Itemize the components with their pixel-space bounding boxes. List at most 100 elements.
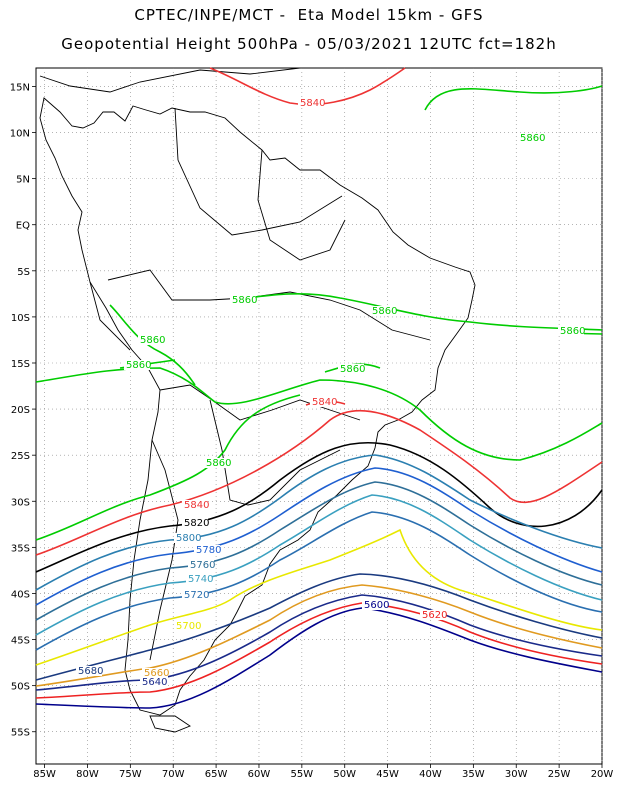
contour-5720	[35, 511, 603, 651]
contour-5840	[209, 67, 406, 106]
map-frame	[35, 67, 603, 765]
axis-ticks: 85W 80W 75W 70W 65W 60W 55W 50W 45W 40W 35W 30W 25W 2…	[10, 82, 614, 780]
contour-label-bg	[310, 397, 336, 407]
contour-label-bg	[298, 98, 324, 108]
contour-label-5860: 5860	[372, 306, 397, 317]
contour-label-bg	[142, 668, 168, 678]
contour-label-bg	[186, 574, 212, 584]
lon-tick-label: 30W	[505, 769, 528, 780]
lat-tick-label: 30S	[11, 497, 30, 508]
country-border	[89, 281, 131, 351]
lon-tick-label: 70W	[162, 769, 185, 780]
contour-5680	[35, 573, 603, 681]
lon-tick-label: 45W	[376, 769, 399, 780]
contour-label-5840: 5840	[300, 98, 325, 109]
contour-lines	[35, 67, 603, 709]
contour-label-5800: 5800	[176, 533, 201, 544]
country-border	[257, 149, 346, 261]
contour-label-bg	[140, 677, 166, 687]
contour-labels: 5860 5860 5860 5860 5860 5860 5860 5860 5840 5840…	[76, 98, 585, 688]
contour-5760	[35, 481, 603, 621]
contour-label-5680: 5680	[78, 666, 103, 677]
contour-label-5700: 5700	[176, 621, 201, 632]
contour-label-5860: 5860	[126, 360, 151, 371]
contour-label-bg	[174, 533, 200, 543]
contour-label-5860: 5860	[560, 326, 585, 337]
contour-label-5600: 5600	[364, 600, 389, 611]
contour-label-bg	[182, 590, 208, 600]
contour-5860	[109, 304, 196, 386]
map-title-line-2: Geopotential Height 500hPa - 05/03/2021 …	[61, 35, 557, 53]
contour-label-5840: 5840	[184, 500, 209, 511]
contour-label-bg	[138, 335, 164, 345]
lat-tick-label: 35S	[11, 543, 30, 554]
contour-label-5860: 5860	[206, 458, 231, 469]
lon-tick-label: 60W	[248, 769, 271, 780]
tierra-del-fuego	[149, 715, 191, 733]
contour-label-bg	[182, 518, 208, 528]
contour-label-5760: 5760	[190, 560, 215, 571]
country-border	[159, 384, 361, 421]
contour-label-5860: 5860	[140, 335, 165, 346]
contour-5860	[231, 293, 603, 331]
contour-label-5740: 5740	[188, 574, 213, 585]
contour-label-5720: 5720	[184, 590, 209, 601]
lon-tick-label: 65W	[205, 769, 228, 780]
contour-label-5840: 5840	[312, 397, 337, 408]
lat-tick-label: 50S	[11, 682, 30, 693]
contour-5700	[35, 528, 603, 666]
map-title-line-1: CPTEC/INPE/MCT - Eta Model 15km - GFS	[134, 6, 484, 24]
country-border	[209, 399, 341, 506]
caribbean-coast	[39, 67, 301, 93]
lat-tick-label: EQ	[16, 221, 30, 232]
lat-tick-label: 20S	[11, 405, 30, 416]
contour-label-bg	[370, 306, 396, 316]
lon-tick-label: 25W	[548, 769, 571, 780]
lon-tick-label: 85W	[33, 769, 56, 780]
contour-5820	[35, 441, 603, 573]
lon-tick-label: 35W	[462, 769, 485, 780]
lat-tick-label: 45S	[11, 636, 30, 647]
lon-tick-label: 50W	[333, 769, 356, 780]
lon-tick-label: 20W	[591, 769, 614, 780]
contour-5860	[424, 85, 603, 111]
contour-label-5820: 5820	[184, 518, 209, 529]
contour-5620	[35, 602, 603, 699]
contour-label-bg	[194, 545, 220, 555]
lat-tick-label: 40S	[11, 589, 30, 600]
contour-label-bg	[204, 458, 230, 468]
contour-label-bg	[362, 600, 388, 610]
contour-label-5860: 5860	[232, 295, 257, 306]
contour-label-bg	[124, 360, 150, 370]
contour-label-bg	[518, 133, 544, 143]
lat-tick-label: 10S	[11, 313, 30, 324]
contour-5860	[35, 367, 603, 461]
lon-tick-label: 55W	[291, 769, 314, 780]
contour-label-bg	[420, 610, 446, 620]
contour-5860	[35, 394, 301, 541]
contour-label-bg	[182, 500, 208, 510]
contour-label-5660: 5660	[144, 668, 169, 679]
contour-label-5780: 5780	[196, 545, 221, 556]
contour-5740	[35, 494, 603, 636]
contour-label-5860: 5860	[340, 364, 365, 375]
contour-5600	[35, 607, 603, 709]
lat-tick-label: 25S	[11, 451, 30, 462]
lon-tick-label: 80W	[76, 769, 99, 780]
lat-tick-label: 5S	[17, 267, 30, 278]
contour-label-bg	[230, 295, 256, 305]
lat-tick-label: 10N	[10, 129, 30, 140]
contour-label-bg	[558, 326, 584, 336]
contour-label-bg	[174, 621, 200, 631]
country-border	[174, 107, 343, 236]
lat-tick-label: 15S	[11, 359, 30, 370]
lon-tick-label: 40W	[419, 769, 442, 780]
lat-tick-label: 55S	[11, 728, 30, 739]
lat-tick-label: 15N	[10, 82, 30, 93]
contour-label-bg	[188, 560, 214, 570]
lon-tick-label: 75W	[119, 769, 142, 780]
contour-label-bg	[338, 364, 364, 374]
contour-5780	[35, 467, 603, 606]
contour-label-5640: 5640	[142, 677, 167, 688]
